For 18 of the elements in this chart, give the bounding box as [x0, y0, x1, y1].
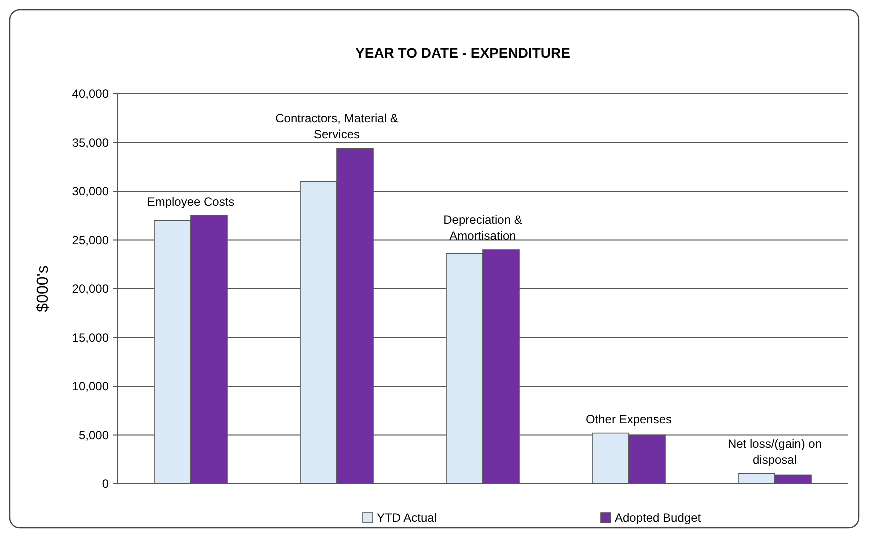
y-tick-label: 25,000	[72, 233, 110, 248]
x-tick-label: Employee Costs	[147, 194, 235, 209]
y-tick-label: 10,000	[72, 380, 110, 394]
y-tick-label: 40,000	[72, 87, 110, 102]
y-tick-label: 5,000	[78, 428, 110, 442]
x-tick-label: Other Expenses	[586, 412, 672, 426]
x-tick-label: Contractors, Material & Services	[276, 112, 398, 142]
y-tick-label: 30,000	[72, 184, 110, 199]
y-tick-label: 35,000	[72, 136, 110, 150]
x-tick-label: Net loss/(gain) on disposal	[728, 436, 822, 467]
y-tick-label: 20,000	[72, 282, 110, 296]
legend-label: Adopted Budget	[615, 511, 702, 525]
x-tick-label: Depreciation & Amortisation	[444, 213, 522, 243]
y-axis-title: $000's	[35, 266, 52, 312]
chart-title: YEAR TO DATE - EXPENDITURE	[356, 45, 570, 61]
y-tick-label: 0	[102, 477, 110, 492]
y-tick-label: 15,000	[72, 330, 110, 345]
legend-label: YTD Actual	[377, 511, 438, 525]
